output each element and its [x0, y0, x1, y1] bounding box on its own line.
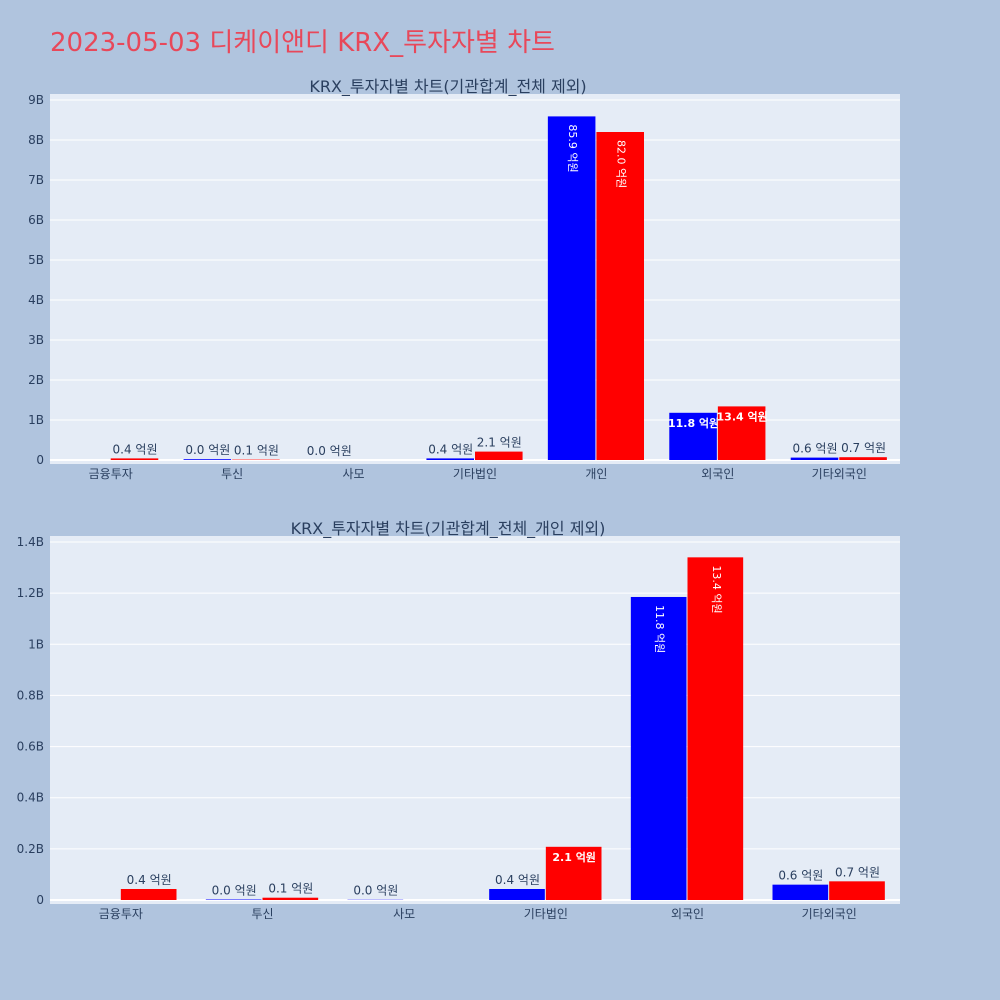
data-label: 11.8 억원 [653, 605, 666, 653]
bar-series2-4 [687, 557, 744, 900]
y-tick-label: 5B [28, 253, 44, 267]
bar-series2-0 [110, 458, 159, 460]
data-label: 0.4 억원 [113, 442, 158, 456]
bar-series1-4 [547, 116, 596, 461]
bar-series2-6 [839, 457, 887, 460]
y-tick-label: 0 [36, 893, 44, 907]
y-tick-label: 0.6B [17, 740, 44, 754]
bar-series1-3 [426, 458, 474, 460]
x-tick-label: 개인 [585, 467, 607, 481]
x-tick-label: 외국인 [701, 467, 734, 481]
y-tick-label: 0.2B [17, 842, 44, 856]
bar-series2-1 [262, 897, 319, 900]
y-tick-label: 0.4B [17, 791, 44, 805]
y-tick-label: 0.8B [17, 688, 44, 702]
x-tick-label: 투신 [251, 907, 273, 921]
data-label: 0.6 억원 [793, 442, 838, 456]
y-tick-label: 0 [36, 453, 44, 467]
chart-top: KRX_투자자별 차트(기관합계_전체 제외) 0 1B 2B 3B 4B 5B 6B 7B 8B… [28, 77, 900, 481]
y-tick-label: 1B [28, 637, 44, 651]
data-label: 0.4 억원 [428, 442, 473, 456]
y-tick-label: 1.2B [17, 586, 44, 600]
y-tick-label: 1.4B [17, 535, 44, 549]
bar-series2-3 [545, 846, 602, 900]
data-label: 85.9 억원 [566, 124, 579, 172]
x-tick-label: 기타법인 [524, 907, 568, 921]
data-label: 0.0 억원 [307, 444, 352, 458]
data-label: 0.0 억원 [212, 883, 257, 897]
data-label: 0.7 억원 [835, 865, 880, 879]
plot-area [50, 536, 900, 904]
data-label: 0.1 억원 [268, 882, 313, 896]
page-title: 2023-05-03 디케이앤디 KRX_투자자별 차트 [50, 28, 555, 58]
x-tick-label: 금융투자 [99, 907, 143, 921]
bar-series2-4 [596, 132, 644, 460]
y-tick-label: 4B [28, 293, 44, 307]
x-tick-label: 투신 [221, 467, 243, 481]
bar-series1-1 [205, 899, 262, 900]
data-label: 0.6 억원 [778, 869, 823, 883]
y-tick-label: 1B [28, 413, 44, 427]
y-tick-label: 8B [28, 133, 44, 147]
data-label: 2.1 억원 [552, 850, 596, 864]
data-label: 0.0 억원 [185, 443, 230, 457]
bar-series1-4 [630, 596, 687, 900]
bar-series1-1 [183, 459, 232, 460]
y-tick-label: 7B [28, 173, 44, 187]
bar-series2-3 [475, 451, 523, 460]
data-label: 2.1 억원 [477, 436, 522, 450]
bar-series2-5 [717, 406, 766, 460]
chart-bottom: KRX_투자자별 차트(기관합계_전체_개인 제외) 0 0.2B 0.4B 0.6B 0… [17, 519, 900, 921]
chart-title: KRX_투자자별 차트(기관합계_전체 제외) [309, 77, 586, 97]
x-tick-label: 기타외국인 [812, 467, 867, 481]
plot-area [50, 94, 900, 464]
bar-series1-5 [669, 412, 717, 460]
x-tick-label: 기타법인 [453, 467, 497, 481]
x-tick-label: 사모 [343, 467, 365, 481]
data-label: 0.0 억원 [353, 884, 398, 898]
y-tick-label: 2B [28, 373, 44, 387]
data-label: 82.0 억원 [615, 140, 628, 188]
data-label: 0.7 억원 [841, 441, 886, 455]
data-label: 0.1 억원 [234, 444, 279, 458]
y-tick-label: 3B [28, 333, 44, 347]
data-label: 13.4 억원 [717, 409, 768, 423]
data-label: 13.4 억원 [710, 565, 723, 613]
data-label: 0.4 억원 [495, 873, 540, 887]
data-label: 11.8 억원 [668, 416, 719, 430]
bar-series2-0 [120, 889, 177, 900]
bar-series1-3 [489, 889, 545, 900]
x-tick-label: 금융투자 [89, 467, 133, 481]
bar-series1-5 [772, 884, 829, 900]
x-tick-label: 외국인 [671, 907, 704, 921]
y-tick-label: 9B [28, 93, 44, 107]
bar-series2-5 [829, 881, 885, 900]
data-label: 0.4 억원 [127, 873, 172, 887]
bar-series1-6 [790, 457, 839, 460]
chart-title: KRX_투자자별 차트(기관합계_전체_개인 제외) [291, 519, 606, 539]
x-tick-label: 사모 [393, 907, 415, 921]
x-tick-label: 기타외국인 [802, 907, 857, 921]
y-tick-label: 6B [28, 213, 44, 227]
